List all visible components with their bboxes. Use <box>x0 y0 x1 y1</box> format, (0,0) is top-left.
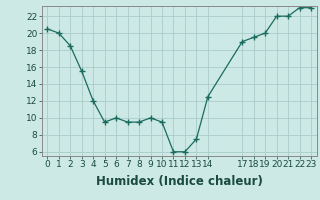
X-axis label: Humidex (Indice chaleur): Humidex (Indice chaleur) <box>96 175 263 188</box>
